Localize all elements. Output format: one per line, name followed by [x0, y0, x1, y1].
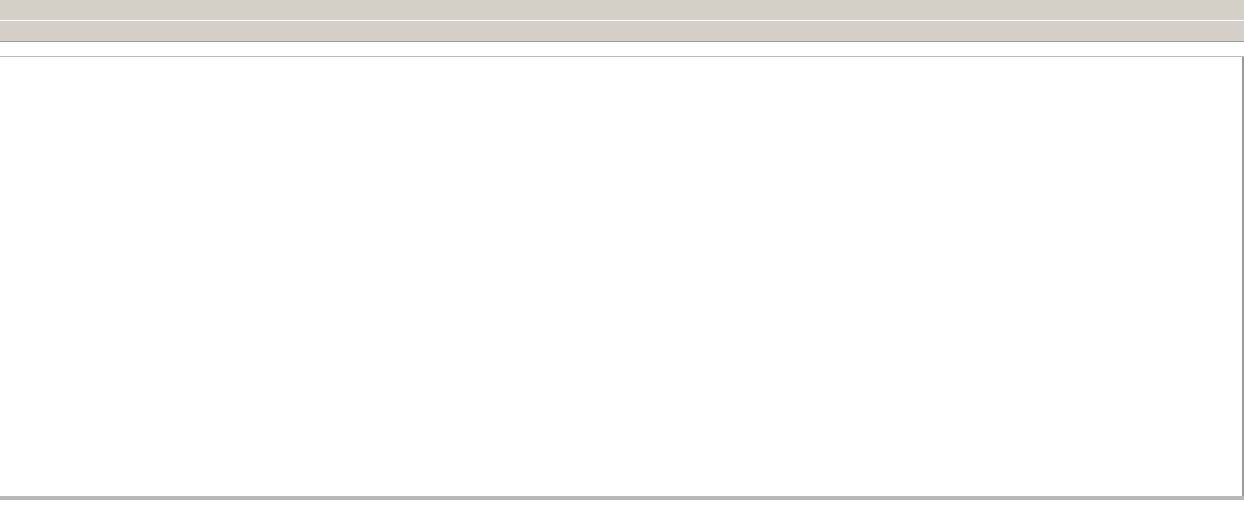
- date-axis: [0, 42, 1244, 57]
- toolbar-row-1[interactable]: [0, 0, 1244, 21]
- ticker-label: [1236, 59, 1240, 73]
- right-gutter: [1242, 57, 1244, 500]
- overlay-layer: [0, 57, 1244, 500]
- toolbar-row-2[interactable]: [0, 21, 1244, 42]
- chart-canvas[interactable]: [0, 57, 1244, 500]
- bottom-status-bar: [0, 496, 1244, 500]
